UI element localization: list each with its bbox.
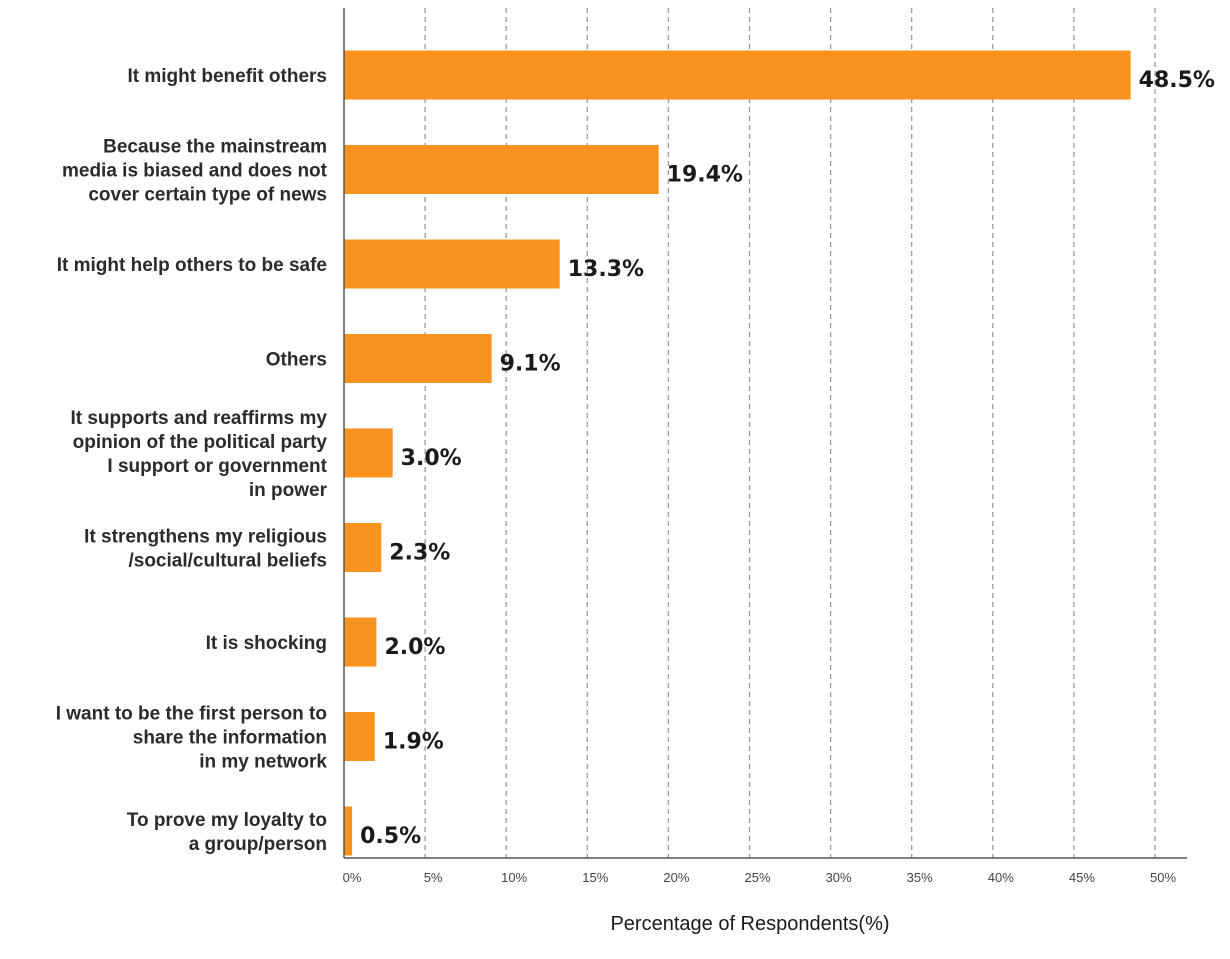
- category-label: opinion of the political party: [73, 432, 328, 453]
- category-label: To prove my loyalty to: [127, 810, 327, 831]
- gridlines: [424, 8, 1156, 858]
- value-label: 3.0%: [401, 446, 462, 471]
- category-label: in power: [249, 480, 328, 501]
- x-tick-label: 5%: [424, 870, 443, 885]
- x-tick-labels: 0% 5% 10% 15% 20% 25% 30% 35% 40% 45% 50%: [343, 870, 1177, 885]
- value-label: 13.3%: [568, 257, 644, 282]
- category-label: /social/cultural beliefs: [128, 551, 327, 572]
- category-label: a group/person: [189, 834, 327, 855]
- x-tick-label: 15%: [582, 870, 608, 885]
- value-labels: 48.5% 19.4% 13.3% 9.1% 3.0% 2.3% 2.0% 1.9% 0.5%: [360, 68, 1215, 849]
- category-label: It supports and reaffirms my: [70, 408, 327, 429]
- x-tick-label: 30%: [826, 870, 852, 885]
- value-label: 19.4%: [667, 163, 743, 188]
- category-label: share the information: [133, 728, 327, 749]
- category-label: cover certain type of news: [88, 185, 327, 206]
- category-labels: It might benefit others Because the mains…: [56, 66, 328, 855]
- bars: [344, 50, 1131, 856]
- category-label: I want to be the first person to: [56, 704, 327, 725]
- x-tick-label: 40%: [988, 870, 1014, 885]
- axes: [343, 8, 1187, 859]
- category-label: I support or government: [107, 456, 327, 477]
- x-tick-label: 0%: [343, 870, 362, 885]
- bar: [344, 617, 377, 667]
- bar: [344, 145, 659, 194]
- value-label: 1.9%: [383, 730, 444, 755]
- x-tick-label: 45%: [1069, 870, 1095, 885]
- bar: [344, 523, 382, 572]
- bar: [344, 806, 353, 856]
- value-label: 2.0%: [384, 635, 445, 660]
- x-tick-label: 20%: [663, 870, 689, 885]
- category-label: It is shocking: [206, 633, 327, 654]
- value-label: 48.5%: [1139, 68, 1215, 93]
- bar: [344, 239, 560, 289]
- category-label: Because the mainstream: [103, 137, 327, 158]
- value-label: 9.1%: [500, 352, 561, 377]
- x-tick-label: 25%: [744, 870, 770, 885]
- bar: [344, 50, 1131, 100]
- bar: [344, 712, 375, 761]
- category-label: It strengthens my religious: [84, 527, 327, 548]
- value-label: 0.5%: [360, 824, 421, 849]
- category-label: It might benefit others: [128, 66, 328, 87]
- x-tick-label: 10%: [501, 870, 527, 885]
- value-label: 2.3%: [389, 541, 450, 566]
- bar: [344, 428, 393, 478]
- x-tick-label: 50%: [1150, 870, 1176, 885]
- category-label: Others: [266, 350, 327, 371]
- x-axis-title: Percentage of Respondents(%): [610, 913, 889, 935]
- category-label: It might help others to be safe: [57, 255, 327, 276]
- bar: [344, 334, 492, 383]
- category-label: media is biased and does not: [62, 161, 328, 182]
- x-tick-label: 35%: [907, 870, 933, 885]
- category-label: in my network: [199, 752, 327, 773]
